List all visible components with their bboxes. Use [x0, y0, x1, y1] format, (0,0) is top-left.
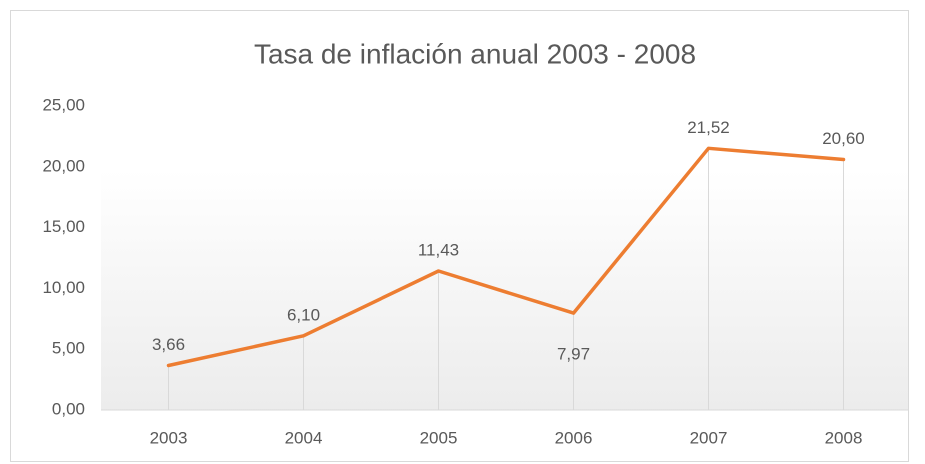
y-tick-label: 5,00 [52, 339, 85, 358]
x-tick-label: 2008 [825, 428, 863, 447]
series-line [166, 146, 846, 368]
x-tick-label: 2007 [690, 428, 728, 447]
x-tick-label: 2003 [150, 428, 188, 447]
data-label: 6,10 [287, 305, 320, 324]
data-label: 20,60 [822, 129, 865, 148]
y-tick-label: 20,00 [42, 156, 85, 175]
data-label: 11,43 [418, 240, 459, 259]
chart-title: Tasa de inflación anual 2003 - 2008 [254, 38, 696, 69]
y-tick-label: 0,00 [52, 399, 85, 418]
y-tick-label: 10,00 [42, 278, 85, 297]
x-tick-label: 2005 [420, 428, 458, 447]
x-tick-label: 2004 [285, 428, 323, 447]
y-tick-label: 15,00 [42, 217, 85, 236]
data-label: 21,52 [687, 118, 730, 137]
data-label: 7,97 [557, 345, 590, 364]
data-label: 3,66 [152, 335, 185, 354]
x-tick-label: 2006 [555, 428, 593, 447]
y-tick-label: 25,00 [42, 95, 85, 114]
